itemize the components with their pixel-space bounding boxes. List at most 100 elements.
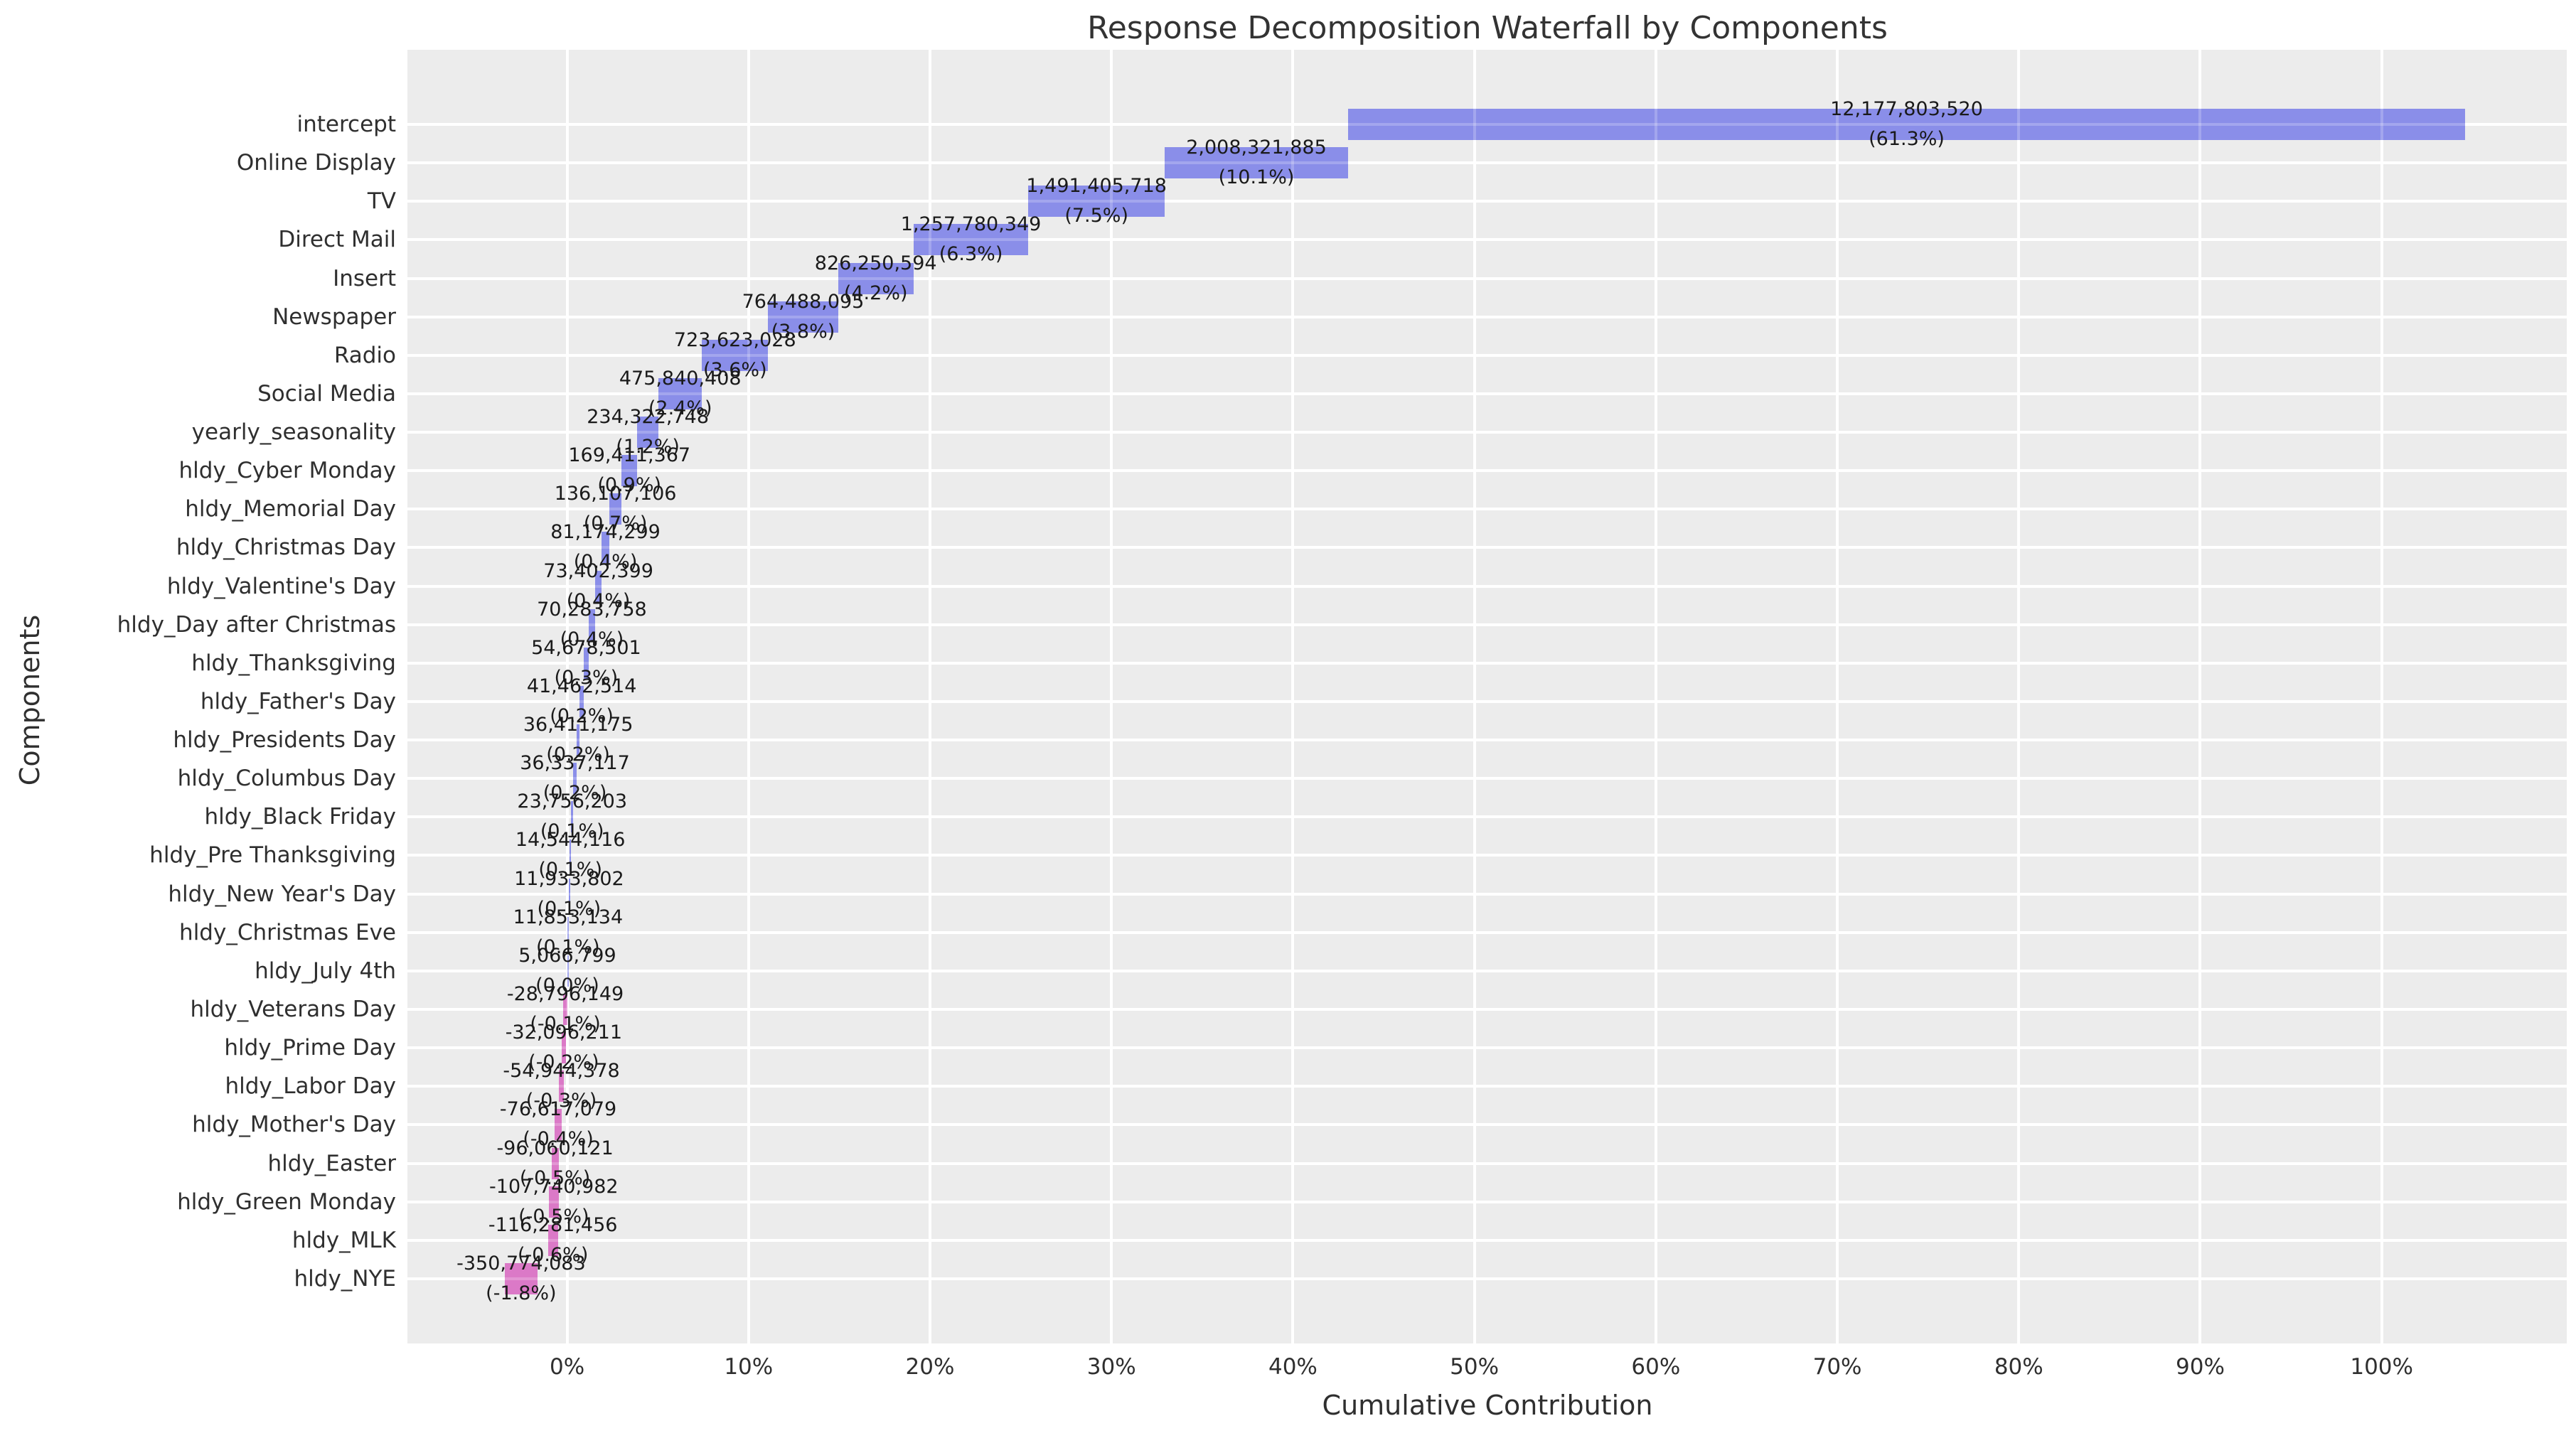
bar-pct-label: (0.4%) bbox=[560, 628, 624, 650]
bar-annotation: 12,177,803,520 (61.3%) bbox=[1830, 95, 1983, 154]
y-axis-label: Components bbox=[14, 614, 46, 786]
bar-pct-label: (3.8%) bbox=[771, 320, 835, 343]
x-gridline bbox=[2198, 50, 2202, 1343]
x-tick-label: 60% bbox=[1631, 1354, 1681, 1380]
y-gridline-overlay bbox=[407, 969, 2567, 972]
bar-pct-label: (0.2%) bbox=[543, 782, 607, 805]
y-gridline bbox=[407, 854, 2567, 857]
y-tick-label: hldy_MLK bbox=[292, 1227, 396, 1253]
y-gridline-overlay bbox=[407, 584, 2567, 588]
waterfall-bar bbox=[551, 1147, 559, 1179]
y-gridline bbox=[407, 584, 2567, 588]
y-gridline-overlay bbox=[407, 854, 2567, 857]
y-tick-label: Social Media bbox=[257, 380, 396, 407]
y-gridline bbox=[407, 777, 2567, 780]
waterfall-bar bbox=[913, 224, 1029, 256]
bar-pct-label: (-0.1%) bbox=[530, 1012, 601, 1035]
waterfall-bar bbox=[570, 839, 572, 871]
bar-value-label: 5,066,799 bbox=[518, 944, 616, 967]
y-tick-label: hldy_Black Friday bbox=[204, 804, 396, 830]
y-gridline-overlay bbox=[407, 353, 2567, 357]
bar-pct-label: (0.4%) bbox=[566, 589, 631, 612]
bar-value-label: 2,008,321,885 bbox=[1186, 136, 1327, 159]
x-gridline-overlay bbox=[747, 50, 750, 1343]
y-gridline-overlay bbox=[407, 277, 2567, 280]
waterfall-bar bbox=[558, 1071, 565, 1102]
x-tick-label: 100% bbox=[2350, 1354, 2413, 1380]
bar-value-label: -76,617,079 bbox=[499, 1098, 617, 1121]
y-gridline-overlay bbox=[407, 469, 2567, 473]
bar-annotation: 764,488,095 (3.8%) bbox=[742, 287, 865, 347]
y-tick-label: Direct Mail bbox=[278, 227, 396, 253]
y-tick-label: hldy_Memorial Day bbox=[185, 496, 396, 522]
bar-annotation: 23,756,203 (0.1%) bbox=[517, 787, 627, 847]
bar-annotation: -32,096,211 (-0.2%) bbox=[506, 1018, 622, 1078]
x-tick-label: 80% bbox=[1994, 1354, 2043, 1380]
bar-value-label: 41,462,514 bbox=[526, 675, 637, 697]
y-gridline-overlay bbox=[407, 1007, 2567, 1011]
y-gridline-overlay bbox=[407, 508, 2567, 511]
bar-annotation: 41,462,514 (0.2%) bbox=[527, 672, 637, 731]
y-gridline bbox=[407, 392, 2567, 395]
bar-annotation: 1,491,405,718 (7.5%) bbox=[1026, 171, 1167, 231]
bar-value-label: -107,740,982 bbox=[489, 1175, 619, 1198]
waterfall-bar bbox=[567, 916, 570, 948]
bar-value-label: 54,678,501 bbox=[531, 636, 641, 659]
waterfall-bar bbox=[549, 1186, 559, 1218]
bar-pct-label: (-0.6%) bbox=[517, 1243, 589, 1266]
bar-value-label: 1,491,405,718 bbox=[1026, 175, 1167, 198]
x-gridline bbox=[2017, 50, 2021, 1343]
y-gridline-overlay bbox=[407, 238, 2567, 242]
y-tick-label: Radio bbox=[333, 342, 396, 368]
y-tick-label: hldy_Thanksgiving bbox=[191, 650, 396, 676]
waterfall-bar bbox=[547, 1224, 558, 1256]
bar-pct-label: (10.1%) bbox=[1218, 166, 1295, 189]
x-gridline bbox=[565, 50, 569, 1343]
y-gridline bbox=[407, 1046, 2567, 1050]
bar-annotation: 234,322,748 (1.2%) bbox=[587, 402, 709, 462]
x-gridline-overlay bbox=[1291, 50, 1295, 1343]
bar-value-label: -350,774,083 bbox=[456, 1252, 586, 1275]
x-gridline bbox=[1654, 50, 1657, 1343]
bar-annotation: 5,066,799 (0.0%) bbox=[518, 941, 616, 1001]
bar-pct-label: (1.2%) bbox=[616, 436, 680, 458]
x-gridline-overlay bbox=[1473, 50, 1476, 1343]
bar-pct-label: (0.4%) bbox=[573, 551, 638, 574]
y-gridline bbox=[407, 1085, 2567, 1088]
y-tick-label: hldy_NYE bbox=[294, 1265, 397, 1292]
x-gridline bbox=[1836, 50, 1839, 1343]
x-tick-label: 30% bbox=[1086, 1354, 1136, 1380]
bar-annotation: -107,740,982 (-0.5%) bbox=[489, 1172, 619, 1232]
waterfall-bar bbox=[561, 1032, 567, 1064]
bar-value-label: 81,174,299 bbox=[550, 521, 661, 544]
bar-pct-label: (0.9%) bbox=[597, 474, 662, 497]
y-tick-label: hldy_Mother's Day bbox=[192, 1112, 396, 1138]
x-gridline-overlay bbox=[1654, 50, 1657, 1343]
y-tick-label: TV bbox=[367, 188, 396, 215]
y-tick-label: hldy_Cyber Monday bbox=[178, 458, 396, 484]
y-gridline-overlay bbox=[407, 1200, 2567, 1203]
x-tick-label: 40% bbox=[1268, 1354, 1318, 1380]
x-gridline bbox=[1110, 50, 1113, 1343]
y-gridline bbox=[407, 1200, 2567, 1203]
y-gridline bbox=[407, 277, 2567, 280]
y-gridline bbox=[407, 238, 2567, 242]
bar-annotation: 169,411,367 (0.9%) bbox=[568, 441, 690, 500]
y-gridline bbox=[407, 353, 2567, 357]
y-gridline bbox=[407, 431, 2567, 434]
waterfall-bar bbox=[588, 608, 595, 640]
x-gridline bbox=[1291, 50, 1295, 1343]
bar-annotation: 81,174,299 (0.4%) bbox=[550, 517, 661, 577]
bar-pct-label: (-0.5%) bbox=[518, 1205, 589, 1228]
bar-pct-label: (0.2%) bbox=[546, 744, 610, 766]
bar-annotation: 14,544,116 (0.1%) bbox=[515, 825, 626, 885]
x-gridline-overlay bbox=[2017, 50, 2021, 1343]
x-gridline bbox=[1473, 50, 1476, 1343]
y-tick-label: yearly_seasonality bbox=[191, 419, 396, 446]
x-tick-label: 90% bbox=[2176, 1354, 2225, 1380]
waterfall-bar bbox=[576, 724, 580, 756]
x-gridline-overlay bbox=[565, 50, 569, 1343]
y-gridline bbox=[407, 739, 2567, 742]
x-gridline bbox=[747, 50, 750, 1343]
